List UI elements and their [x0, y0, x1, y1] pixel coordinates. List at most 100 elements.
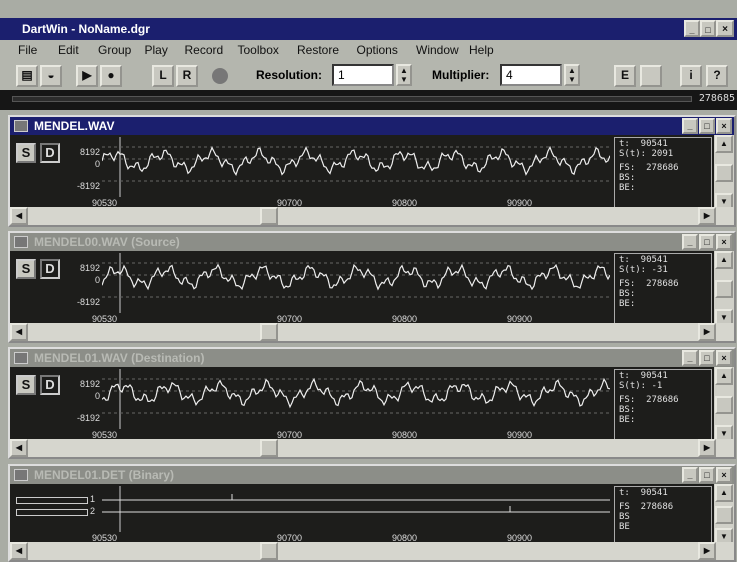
tool-button[interactable]: ?	[706, 65, 728, 87]
waveform	[102, 147, 610, 174]
y-axis-label: 0	[50, 275, 100, 285]
channel-button[interactable]: R	[176, 65, 198, 87]
position-value: 278685	[699, 93, 735, 104]
scroll-thumb[interactable]	[715, 164, 733, 182]
minimize-button[interactable]: _	[682, 467, 698, 483]
scroll-thumb[interactable]	[260, 323, 278, 341]
minimize-button[interactable]: _	[684, 20, 700, 37]
plot-body: SD81920-819290530907009080090900t: 90541…	[10, 367, 714, 443]
info-line: BS	[619, 512, 630, 522]
info-line: BE:	[619, 299, 635, 309]
mode-button[interactable]: S	[16, 143, 36, 163]
scroll-arrow[interactable]: ▶	[698, 207, 716, 225]
info-line: t: 90541	[619, 488, 668, 498]
maximize-button[interactable]: □	[700, 20, 716, 37]
vertical-scrollbar: ▲▼	[714, 484, 734, 546]
child-window: MENDEL01.WAV (Destination) _□×SD81920-819…	[8, 347, 736, 459]
minimize-button[interactable]: _	[682, 118, 698, 134]
horizontal-scrollbar: ◀▶	[10, 542, 734, 560]
y-axis-label: 8192	[50, 147, 100, 157]
horizontal-scrollbar: ◀▶	[10, 207, 734, 225]
scroll-arrow[interactable]: ◀	[10, 207, 28, 225]
tool-button[interactable]: E	[614, 65, 636, 87]
minimize-button[interactable]: _	[682, 350, 698, 366]
maximize-button[interactable]: □	[699, 118, 715, 134]
maximize-button[interactable]: □	[699, 467, 715, 483]
resolution-spinner[interactable]: ▲▼	[396, 64, 412, 86]
menu-item[interactable]: Edit	[58, 43, 79, 57]
scroll-arrow[interactable]: ▲	[715, 367, 733, 385]
info-line: S(t): -31	[619, 265, 668, 275]
menu-item[interactable]: Toolbox	[238, 43, 279, 57]
window-icon	[14, 120, 28, 132]
y-axis-label: 0	[50, 159, 100, 169]
waveform	[102, 265, 610, 289]
window-icon	[14, 236, 28, 248]
menu-item[interactable]: Record	[185, 43, 224, 57]
scroll-arrow[interactable]: ◀	[10, 323, 28, 341]
scroll-arrow[interactable]: ▶	[698, 439, 716, 457]
save-button[interactable]: ◒	[40, 65, 62, 87]
menu-item[interactable]: Group	[98, 43, 131, 57]
scroll-thumb[interactable]	[260, 439, 278, 457]
open-button[interactable]: ▤	[16, 65, 38, 87]
close-button[interactable]: ×	[716, 467, 732, 483]
record-button[interactable]: ●	[100, 65, 122, 87]
channel-button[interactable]: L	[152, 65, 174, 87]
info-line: BE:	[619, 183, 635, 193]
scroll-thumb[interactable]	[260, 207, 278, 225]
app-window: DartWin - NoName.dgr _ □ × File Edit Group…	[0, 0, 737, 562]
y-axis-label: 8192	[50, 379, 100, 389]
y-axis-label: -8192	[50, 413, 100, 423]
info-line: FS 278686	[619, 502, 673, 512]
scroll-arrow[interactable]: ▶	[698, 542, 716, 560]
menu-item[interactable]: File	[18, 43, 37, 57]
scroll-arrow[interactable]: ▶	[698, 323, 716, 341]
mode-button[interactable]: S	[16, 375, 36, 395]
close-button[interactable]: ×	[716, 234, 732, 250]
title-bar: DartWin - NoName.dgr _ □ ×	[0, 18, 737, 40]
vertical-scrollbar: ▲▼	[714, 135, 734, 211]
info-line: t: 90541	[619, 139, 668, 149]
scroll-thumb[interactable]	[715, 280, 733, 298]
minimize-button[interactable]: _	[682, 234, 698, 250]
resolution-input[interactable]: 1	[332, 64, 394, 86]
child-title: MENDEL01.WAV (Destination)	[34, 351, 204, 365]
vertical-scrollbar: ▲▼	[714, 251, 734, 327]
tool-button[interactable]: i	[680, 65, 702, 87]
close-button[interactable]: ×	[716, 350, 732, 366]
menu-item[interactable]: Window	[416, 43, 459, 57]
waveform	[102, 379, 610, 407]
scroll-arrow[interactable]: ▲	[715, 135, 733, 153]
child-title-bar: MENDEL01.DET (Binary)_□×	[10, 466, 734, 484]
info-box: t: 90541S(t): -1FS: 278686BS:BE:	[614, 369, 712, 441]
horizontal-scrollbar: ◀▶	[10, 439, 734, 457]
info-line: FS: 278686	[619, 395, 679, 405]
vertical-scrollbar: ▲▼	[714, 367, 734, 443]
scroll-arrow[interactable]: ▲	[715, 484, 733, 502]
plot-area	[102, 369, 610, 429]
info-line: BS:	[619, 405, 635, 415]
mode-button[interactable]: S	[16, 259, 36, 279]
close-button[interactable]: ×	[716, 20, 734, 37]
scroll-thumb[interactable]	[260, 542, 278, 560]
multiplier-spinner[interactable]: ▲▼	[564, 64, 580, 86]
tool-button[interactable]	[640, 65, 662, 87]
scroll-thumb[interactable]	[715, 506, 733, 524]
plot-area	[102, 486, 610, 532]
play-button[interactable]: ▶	[76, 65, 98, 87]
menu-item[interactable]: Restore	[297, 43, 339, 57]
scroll-arrow[interactable]: ◀	[10, 439, 28, 457]
maximize-button[interactable]: □	[699, 234, 715, 250]
close-button[interactable]: ×	[716, 118, 732, 134]
multiplier-input[interactable]: 4	[500, 64, 562, 86]
scroll-arrow[interactable]: ▲	[715, 251, 733, 269]
scroll-thumb[interactable]	[715, 396, 733, 414]
menu-item[interactable]: Help	[469, 43, 494, 57]
maximize-button[interactable]: □	[699, 350, 715, 366]
menu-item[interactable]: Options	[357, 43, 398, 57]
channel-label: 2	[90, 506, 95, 516]
scroll-arrow[interactable]: ◀	[10, 542, 28, 560]
menu-item[interactable]: Play	[145, 43, 168, 57]
